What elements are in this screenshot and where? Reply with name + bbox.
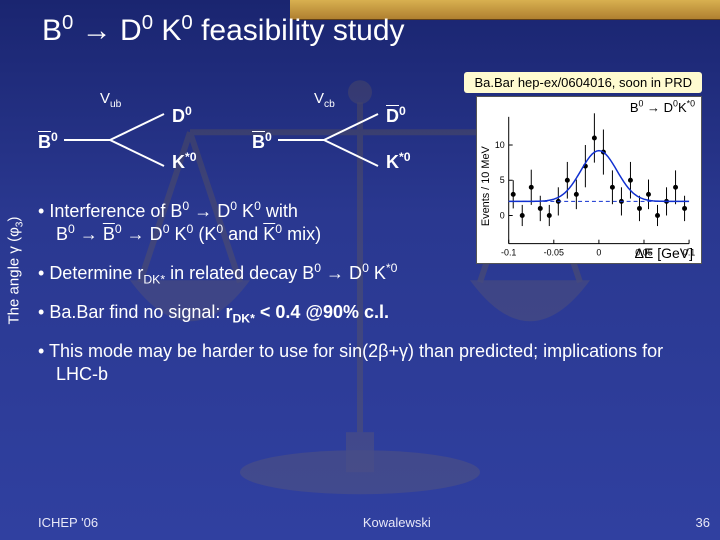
bullet-list: Interference of B0 → D0 K0 with B0 → B0 … <box>38 200 708 402</box>
bullet-1: Interference of B0 → D0 K0 with B0 → B0 … <box>38 200 708 246</box>
sidebar-label: The angle γ (φ3) <box>0 0 28 540</box>
footer-left: ICHEP '06 <box>38 515 98 530</box>
decay-diagrams: Vub B0 D0 K*0 Vcb B0 D0 K*0 <box>38 96 422 180</box>
reference-pill: Ba.Bar hep-ex/0604016, soon in PRD <box>464 72 702 93</box>
footer-center: Kowalewski <box>363 515 431 530</box>
footer-right: 36 <box>696 515 710 530</box>
svg-text:5: 5 <box>500 175 505 185</box>
bullet-2: Determine rDK* in related decay B0 → D0 … <box>38 262 708 285</box>
svg-text:10: 10 <box>495 140 505 150</box>
bullet-4: This mode may be harder to use for sin(2… <box>38 340 708 386</box>
slide-footer: ICHEP '06 Kowalewski 36 <box>38 515 710 530</box>
decay-diagram-vub: Vub B0 D0 K*0 <box>38 96 208 180</box>
bullet-3: Ba.Bar find no signal: rDK* < 0.4 @90% c… <box>38 301 708 324</box>
page-title: B0 → D0 K0 feasibility study <box>28 0 720 56</box>
decay-diagram-vcb: Vcb B0 D0 K*0 <box>252 96 422 180</box>
